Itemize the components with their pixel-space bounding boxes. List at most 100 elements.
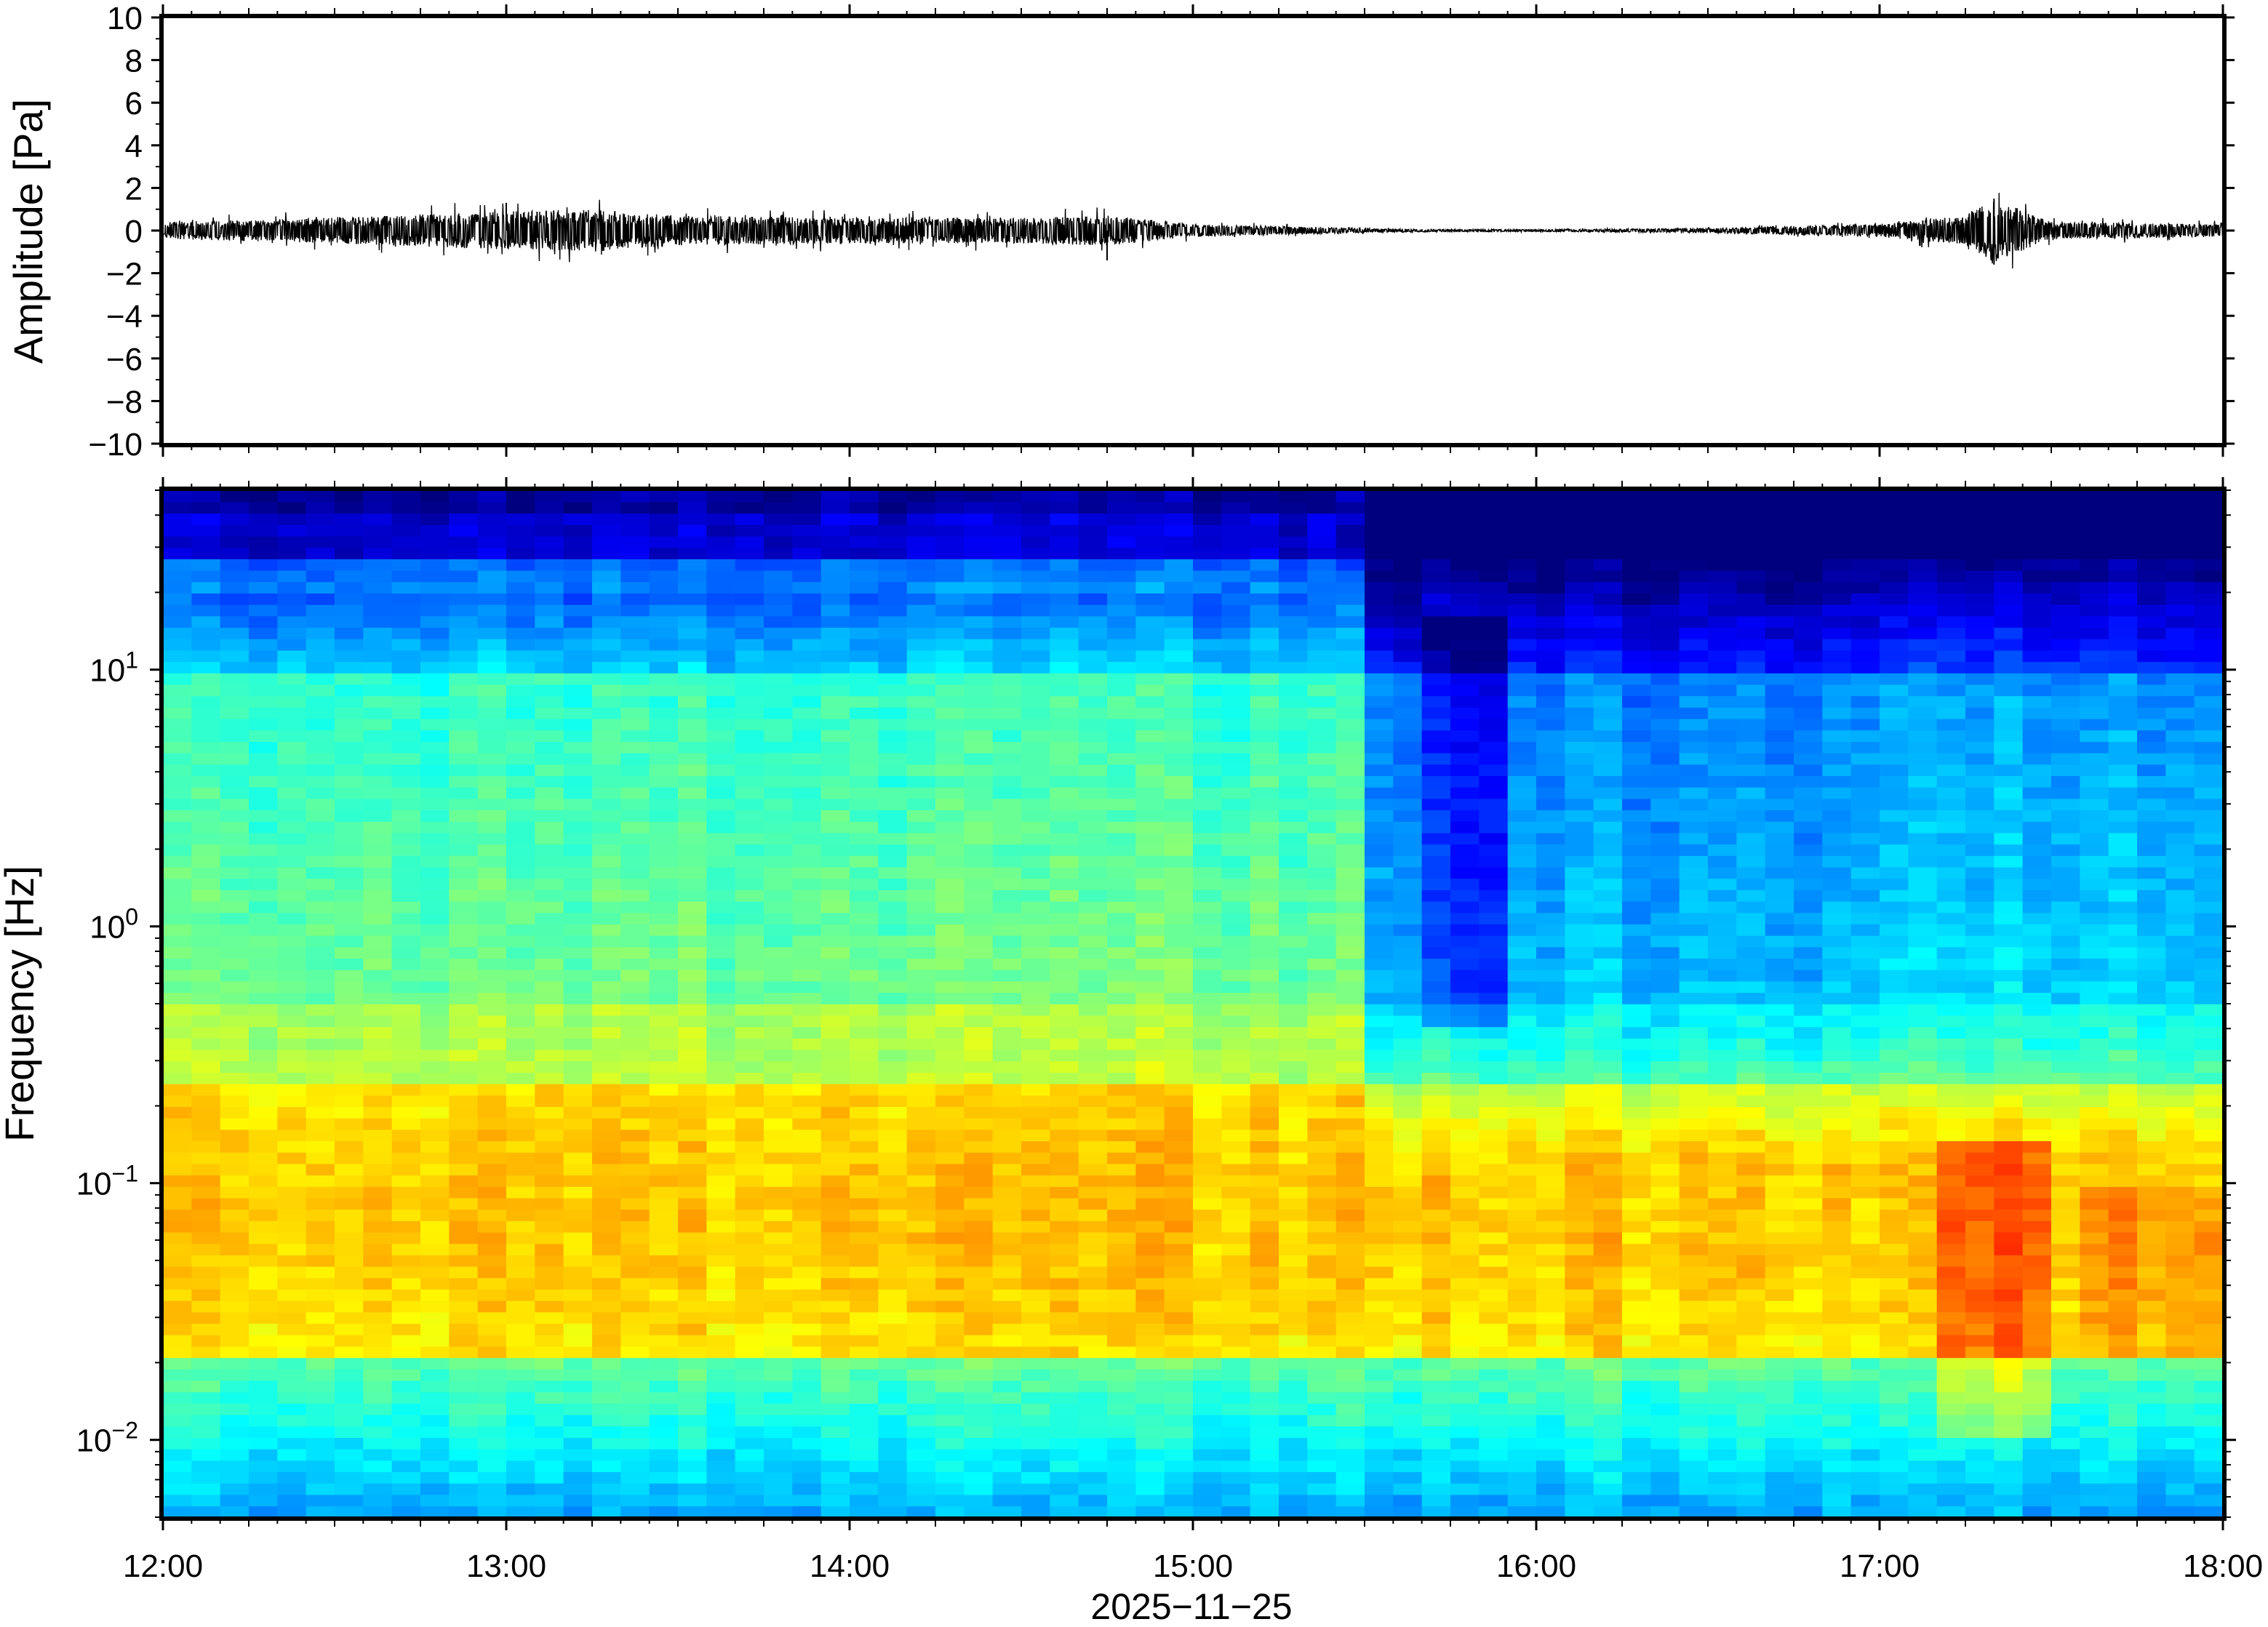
spectrogram-cell: [792, 1072, 822, 1084]
spectrogram-cell: [1107, 1277, 1137, 1290]
spectrogram-cell: [1507, 1323, 1537, 1335]
spectrogram-cell: [1708, 1038, 1738, 1050]
spectrogram-cell: [277, 809, 307, 822]
spectrogram-cell: [1622, 718, 1652, 731]
spectrogram-cell: [1335, 992, 1365, 1004]
spectrogram-cell: [1679, 1289, 1709, 1301]
spectrogram-cell: [1164, 593, 1194, 605]
spectrogram-cell: [878, 798, 908, 811]
spectrogram-cell: [420, 1300, 450, 1313]
spectrogram-cell: [1193, 1277, 1223, 1290]
spectrogram-cell: [935, 547, 965, 559]
spectrogram-cell: [191, 1494, 221, 1507]
spectrogram-cell: [1650, 1140, 1680, 1153]
spectrogram-cell: [1679, 1323, 1709, 1335]
spectrogram-cell: [249, 1072, 279, 1084]
spectrogram-cell: [391, 1117, 421, 1130]
spectrogram-cell: [620, 1494, 650, 1507]
spectrogram-cell: [678, 878, 708, 890]
spectrogram-cell: [277, 1323, 307, 1335]
spectrogram-cell: [1536, 1346, 1566, 1359]
spectrogram-cell: [306, 649, 335, 663]
spectrogram-cell: [1335, 569, 1365, 583]
spectrogram-cell: [1221, 980, 1251, 994]
spectrogram-cell: [992, 1095, 1022, 1107]
spectrogram-cell: [1135, 878, 1165, 890]
spectrogram-cell: [620, 695, 650, 708]
spectrogram-cell: [449, 946, 479, 959]
spectrogram-cell: [1050, 1095, 1079, 1107]
spectrogram-cell: [1193, 661, 1223, 673]
spectrogram-cell: [1650, 855, 1680, 868]
spectrogram-cell: [506, 866, 536, 879]
spectrogram-cell: [1193, 752, 1223, 765]
spectrogram-cell: [1221, 490, 1251, 503]
spectrogram-cell: [935, 1403, 965, 1415]
spectrogram-cell: [1164, 798, 1194, 811]
spectrogram-cell: [1736, 992, 1766, 1004]
spectrogram-cell: [420, 1369, 450, 1381]
spectrogram-cell: [1593, 958, 1623, 970]
spectrogram-cell: [1536, 946, 1566, 959]
spectrogram-cell: [535, 1277, 564, 1290]
spectrogram-cell: [1450, 1311, 1480, 1324]
spectrogram-cell: [1107, 946, 1137, 959]
spectrogram-cell: [1078, 890, 1108, 902]
spectrogram-cell: [1164, 1072, 1194, 1084]
spectrogram-cell: [335, 684, 364, 697]
spectrogram-cell: [477, 1038, 507, 1050]
spectrogram-cell: [620, 513, 650, 525]
spectrogram-cell: [764, 1403, 794, 1415]
spectrogram-cell: [1736, 1026, 1766, 1039]
spectrogram-cell: [592, 912, 622, 924]
spectrogram-cell: [878, 1448, 908, 1461]
spectrogram-cell: [964, 1026, 994, 1039]
spectrogram-cell: [1450, 535, 1480, 548]
spectrogram-cell: [1507, 935, 1537, 948]
spectrogram-cell: [563, 1448, 593, 1461]
spectrogram-cell: [1507, 535, 1537, 548]
spectrogram-cell: [249, 1506, 279, 1518]
spectrogram-cell: [191, 1209, 221, 1221]
spectrogram-cell: [191, 1369, 221, 1381]
spectrogram-cell: [277, 1197, 307, 1210]
spectrogram-cell: [1365, 581, 1394, 593]
spectrogram-cell: [1307, 980, 1337, 994]
spectrogram-cell: [1193, 1095, 1223, 1107]
spectrogram-cell: [1250, 855, 1279, 868]
spectrogram-cell: [535, 604, 564, 617]
spectrogram-cell: [449, 1311, 479, 1324]
spectrogram-cell: [706, 1369, 736, 1381]
spectrogram-cell: [449, 1038, 479, 1050]
spectrogram-cell: [1365, 1300, 1394, 1313]
spectrogram-cell: [163, 741, 193, 753]
spectrogram-cell: [1279, 1106, 1309, 1119]
spectrogram-cell: [363, 1129, 393, 1142]
spectrogram-cell: [1221, 741, 1251, 753]
spectrogram-cell: [649, 1311, 679, 1324]
spectrogram-cell: [1050, 1266, 1079, 1279]
spectrogram-cell: [1107, 1140, 1137, 1153]
spectrogram-cell: [535, 741, 564, 753]
spectrogram-cell: [191, 615, 221, 628]
spectrogram-cell: [1593, 912, 1623, 924]
spectrogram-cell: [191, 627, 221, 639]
spectrogram-cell: [678, 1369, 708, 1381]
spectrogram-cell: [335, 844, 364, 856]
spectrogram-cell: [506, 844, 536, 856]
spectrogram-cell: [1450, 1072, 1480, 1084]
spectrogram-cell: [935, 1140, 965, 1153]
spectrogram-cell: [1365, 593, 1394, 605]
spectrogram-cell: [649, 490, 679, 503]
spectrogram-cell: [277, 638, 307, 651]
spectrogram-cell: [1650, 992, 1680, 1004]
spectrogram-cell: [1335, 946, 1365, 959]
spectrogram-cell: [1164, 513, 1194, 525]
spectrogram-cell: [1393, 1414, 1423, 1427]
spectrogram-cell: [1250, 1437, 1279, 1450]
spectrogram-cell: [1708, 1095, 1738, 1107]
spectrogram-cell: [1650, 1243, 1680, 1255]
spectrogram-cell: [477, 604, 507, 617]
spectrogram-cell: [1736, 1209, 1766, 1221]
spectrogram-cell: [792, 707, 822, 719]
